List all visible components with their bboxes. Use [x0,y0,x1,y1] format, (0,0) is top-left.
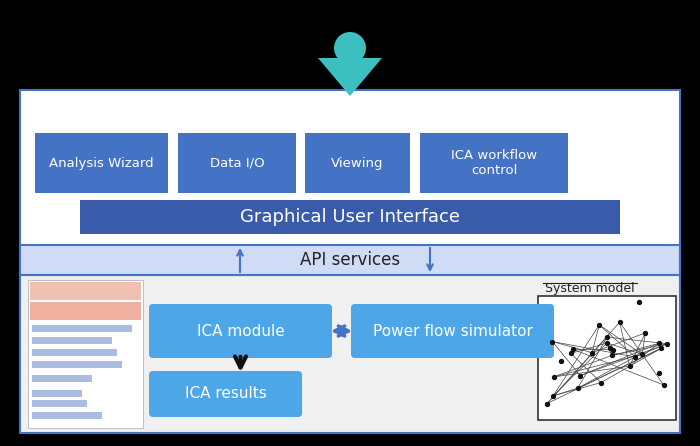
Point [624,363,635,370]
FancyBboxPatch shape [32,390,82,397]
Point [606,352,617,359]
Text: Analysis Wizard: Analysis Wizard [49,157,154,169]
Point [662,340,673,347]
FancyBboxPatch shape [20,275,680,433]
Point [653,369,664,376]
Text: ICA results: ICA results [185,387,267,401]
Point [614,318,625,326]
Text: ICA module: ICA module [197,323,284,339]
FancyBboxPatch shape [32,400,87,407]
Point [653,340,664,347]
Point [637,351,648,358]
Point [596,379,607,386]
Point [547,338,558,345]
FancyBboxPatch shape [30,302,141,320]
FancyBboxPatch shape [305,133,410,193]
FancyBboxPatch shape [32,361,122,368]
FancyBboxPatch shape [20,90,680,275]
FancyBboxPatch shape [35,133,168,193]
FancyBboxPatch shape [149,371,302,417]
Point [587,349,598,356]
Point [601,334,612,341]
Text: System model: System model [545,282,635,295]
FancyBboxPatch shape [28,280,143,428]
FancyBboxPatch shape [538,296,676,420]
FancyBboxPatch shape [30,282,141,300]
Point [548,373,559,380]
FancyBboxPatch shape [149,304,332,358]
FancyBboxPatch shape [420,133,568,193]
FancyBboxPatch shape [351,304,554,358]
Text: Power flow simulator: Power flow simulator [372,323,533,339]
Point [640,329,651,336]
Polygon shape [318,58,382,96]
FancyBboxPatch shape [32,375,92,382]
Point [656,345,667,352]
FancyBboxPatch shape [80,200,620,234]
Text: Viewing: Viewing [331,157,384,169]
FancyBboxPatch shape [32,325,132,332]
Point [566,350,577,357]
Point [594,322,605,329]
Text: Data I/O: Data I/O [210,157,265,169]
FancyBboxPatch shape [32,337,112,344]
Polygon shape [260,100,440,260]
FancyBboxPatch shape [178,133,296,193]
Text: API services: API services [300,251,400,269]
Point [572,384,583,392]
Point [555,357,566,364]
Point [633,298,644,306]
Point [542,400,553,407]
Point [575,372,586,379]
Text: Graphical User Interface: Graphical User Interface [240,208,460,226]
Point [604,345,615,352]
Point [608,346,619,353]
Point [547,392,559,400]
Point [629,353,641,360]
Text: ICA workflow
control: ICA workflow control [451,149,537,177]
Point [568,346,579,353]
Point [658,381,669,388]
FancyBboxPatch shape [32,349,117,356]
Circle shape [334,32,366,64]
FancyBboxPatch shape [32,412,102,419]
FancyBboxPatch shape [20,245,680,275]
Point [601,339,612,347]
